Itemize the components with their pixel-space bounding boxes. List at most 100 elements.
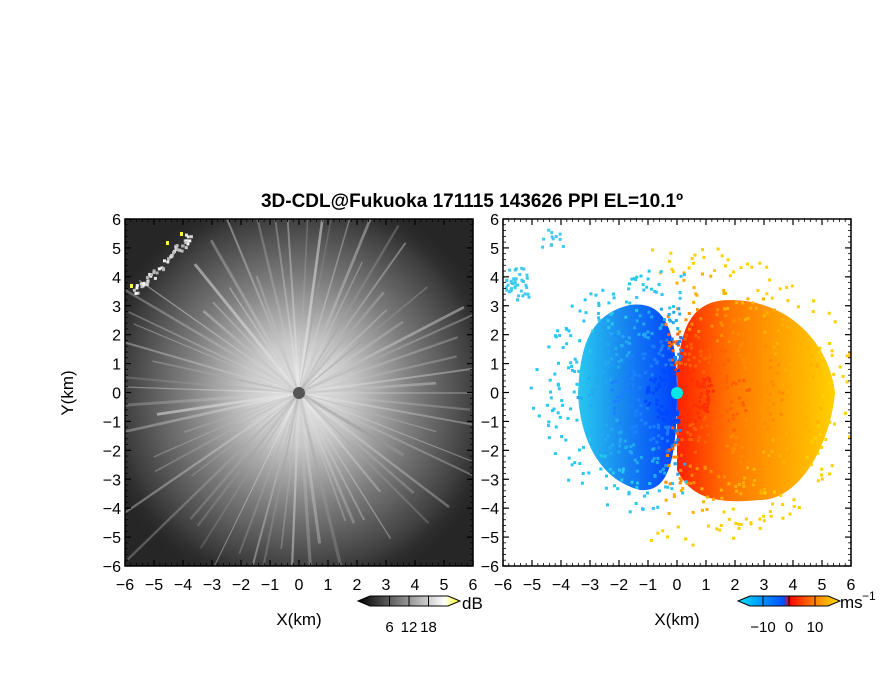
velocity-pixel-positive (713, 411, 717, 415)
velocity-pixel-positive (708, 353, 712, 357)
velocity-pixel-positive (707, 377, 711, 381)
velocity-pixel-negative (661, 344, 665, 348)
velocity-pixel-negative (521, 294, 525, 298)
velocity-pixel-positive (778, 287, 782, 291)
velocity-pixel-positive (693, 450, 697, 454)
velocity-pixel-positive (746, 316, 750, 320)
velocity-pixel-negative (587, 437, 591, 441)
velocity-positive-lobe (677, 300, 835, 502)
snr-ray (298, 381, 437, 395)
velocity-pixel-negative (616, 395, 620, 399)
velocity-pixel-negative (660, 347, 664, 351)
velocity-pixel-positive (665, 535, 669, 539)
velocity-pixel-positive (671, 349, 675, 353)
velocity-pixel-negative (573, 461, 577, 465)
snr-x-axis-label: X(km) (276, 610, 321, 629)
velocity-pixel-positive (719, 321, 723, 325)
velocity-pixel-negative (557, 387, 561, 391)
velocity-pixel-positive (811, 310, 815, 314)
velocity-pixel-negative (554, 425, 558, 429)
velocity-pixel-negative (649, 287, 653, 291)
snr-y-tick-label: −6 (103, 559, 121, 576)
snr-y-tick-label: 1 (112, 357, 121, 374)
snr-ray (298, 392, 437, 433)
velocity-pixel-negative (643, 335, 647, 339)
velocity-pixel-negative (570, 364, 574, 368)
velocity-pixel-positive (709, 383, 713, 387)
velocity-pixel-positive (701, 248, 705, 252)
velocity-pixel-positive (719, 523, 723, 527)
snr-x-tick-label: −4 (174, 577, 192, 594)
velocity-pixel-negative (587, 376, 591, 380)
velocity-pixel-negative (649, 438, 653, 442)
velocity-pixel-positive (676, 443, 680, 447)
velocity-pixel-negative (677, 419, 681, 423)
velocity-pixel-positive (688, 464, 692, 468)
snr-speck (167, 257, 171, 261)
snr-ray (191, 392, 300, 477)
velocity-pixel-negative (628, 282, 632, 286)
velocity-pixel-positive (686, 365, 690, 369)
velocity-pixel-positive (796, 380, 800, 384)
velocity-pixel-positive (800, 399, 804, 403)
velocity-negative-lobe (578, 304, 677, 491)
velocity-pixel-positive (681, 410, 685, 414)
velocity-pixel-negative (590, 388, 594, 392)
velocity-pixel-negative (594, 293, 598, 297)
velocity-pixel-positive (689, 377, 693, 381)
snr-ray (255, 275, 301, 394)
velocity-pixel-positive (749, 306, 753, 310)
velocity-pixel-positive (703, 385, 707, 389)
velocity-pixel-negative (647, 390, 651, 394)
velocity-pixel-negative (674, 440, 678, 444)
snr-ray (126, 392, 300, 561)
velocity-pixel-positive (750, 265, 754, 269)
velocity-pixel-positive (702, 255, 706, 259)
velocity-pixel-positive (758, 389, 762, 393)
velocity-pixel-positive (715, 364, 719, 368)
velocity-pixel-positive (741, 360, 745, 364)
velocity-pixel-negative (575, 418, 579, 422)
snr-ray (228, 287, 300, 394)
velocity-pixel-negative (506, 283, 510, 287)
velocity-pixel-positive (820, 445, 824, 449)
velocity-pixel-negative (668, 306, 672, 310)
velocity-pixel-positive (697, 329, 701, 333)
velocity-pixel-negative (663, 318, 667, 322)
velocity-pixel-negative (639, 274, 643, 278)
velocity-pixel-positive (681, 369, 685, 373)
velocity-colorbar-ticks: −10 0 10 (750, 596, 823, 636)
velocity-pixel-positive (805, 404, 809, 408)
velocity-pixel-positive (715, 399, 719, 403)
velocity-pixel-negative (552, 407, 556, 411)
snr-ray (297, 224, 400, 394)
velocity-pixel-positive (820, 467, 824, 471)
velocity-pixel-negative (615, 352, 619, 356)
snr-ray (138, 279, 300, 394)
velocity-pixel-negative (635, 469, 639, 473)
velocity-pixel-positive (771, 383, 775, 387)
velocity-pixel-positive (785, 432, 789, 436)
snr-ray (152, 360, 300, 394)
velocity-pixel-positive (666, 314, 670, 318)
snr-ray (125, 386, 300, 394)
velocity-pixel-positive (811, 375, 815, 379)
velocity-pixel-positive (794, 412, 798, 416)
chart-title: 3D-CDL@Fukuoka 171115 143626 PPI EL=10.1… (261, 191, 683, 212)
velocity-pixel-negative (676, 341, 680, 345)
velocity-pixel-positive (689, 342, 693, 346)
velocity-pixel-positive (691, 510, 695, 514)
velocity-pixel-positive (797, 506, 801, 510)
velocity-pixel-negative (663, 370, 667, 374)
velocity-pixel-positive (753, 439, 757, 443)
velocity-pixel-positive (781, 391, 785, 395)
velocity-pixel-negative (548, 378, 552, 382)
velocity-pixel-positive (675, 281, 679, 285)
velocity-colorbar-tick-label: 0 (785, 619, 793, 636)
velocity-pixel-negative (598, 365, 602, 369)
velocity-pixel-positive (676, 359, 680, 363)
velocity-pixel-negative (561, 345, 565, 349)
velocity-pixel-positive (763, 421, 767, 425)
snr-x-tick-label: −2 (232, 577, 250, 594)
velocity-pixel-negative (567, 366, 571, 370)
